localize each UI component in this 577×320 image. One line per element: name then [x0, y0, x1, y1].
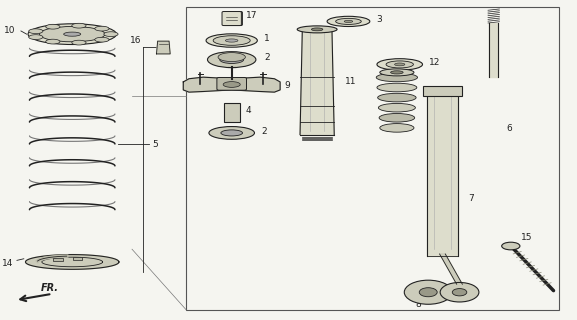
Text: 3: 3: [376, 15, 381, 24]
Text: 5: 5: [152, 140, 158, 148]
Ellipse shape: [379, 103, 415, 112]
Ellipse shape: [39, 27, 105, 42]
Ellipse shape: [209, 126, 254, 139]
Bar: [186, 7, 559, 310]
Ellipse shape: [404, 280, 452, 304]
Ellipse shape: [327, 16, 370, 27]
Ellipse shape: [377, 83, 417, 92]
Ellipse shape: [95, 37, 109, 42]
Text: 12: 12: [429, 58, 441, 67]
Ellipse shape: [208, 52, 256, 68]
Ellipse shape: [28, 24, 117, 44]
FancyBboxPatch shape: [223, 12, 242, 26]
Ellipse shape: [213, 36, 250, 45]
Ellipse shape: [220, 56, 243, 63]
Ellipse shape: [72, 23, 86, 28]
Ellipse shape: [218, 52, 245, 61]
Ellipse shape: [452, 289, 467, 296]
Ellipse shape: [297, 26, 337, 33]
Text: 10: 10: [3, 26, 15, 35]
Ellipse shape: [46, 24, 60, 29]
Text: 16: 16: [130, 36, 142, 45]
Ellipse shape: [377, 59, 422, 70]
Ellipse shape: [380, 124, 414, 132]
Bar: [54, 258, 62, 261]
Polygon shape: [25, 255, 119, 269]
Text: 6: 6: [506, 124, 512, 132]
Text: 2: 2: [264, 52, 270, 61]
Bar: [73, 257, 83, 260]
Text: 4: 4: [246, 106, 252, 115]
Polygon shape: [489, 23, 499, 77]
Ellipse shape: [312, 28, 323, 31]
Polygon shape: [440, 254, 462, 284]
Ellipse shape: [226, 39, 238, 42]
Text: 1: 1: [264, 35, 270, 44]
Ellipse shape: [95, 26, 109, 31]
Ellipse shape: [380, 69, 414, 76]
Polygon shape: [300, 29, 334, 134]
FancyBboxPatch shape: [217, 77, 246, 90]
Ellipse shape: [376, 73, 418, 82]
Ellipse shape: [29, 29, 43, 34]
Ellipse shape: [378, 93, 416, 102]
Ellipse shape: [419, 288, 437, 297]
Ellipse shape: [501, 242, 520, 250]
Text: 8: 8: [415, 300, 421, 309]
FancyBboxPatch shape: [224, 103, 239, 123]
Text: 13: 13: [428, 98, 440, 107]
Text: 17: 17: [246, 11, 257, 20]
Ellipse shape: [344, 20, 353, 22]
Ellipse shape: [221, 130, 242, 136]
Ellipse shape: [395, 63, 405, 66]
Ellipse shape: [206, 34, 257, 47]
Ellipse shape: [336, 18, 361, 24]
Text: 15: 15: [521, 233, 533, 242]
FancyBboxPatch shape: [222, 12, 241, 26]
Ellipse shape: [223, 82, 240, 87]
Polygon shape: [183, 77, 280, 92]
Text: FR.: FR.: [41, 283, 59, 293]
Ellipse shape: [29, 35, 43, 39]
Text: 14: 14: [2, 259, 13, 268]
Polygon shape: [427, 90, 458, 256]
FancyBboxPatch shape: [423, 86, 462, 96]
Polygon shape: [156, 41, 170, 54]
Text: 2: 2: [261, 127, 267, 136]
Ellipse shape: [46, 39, 60, 44]
Ellipse shape: [440, 283, 479, 302]
Ellipse shape: [391, 71, 403, 74]
Ellipse shape: [63, 32, 81, 36]
Ellipse shape: [379, 114, 415, 122]
Text: 9: 9: [284, 81, 290, 90]
Ellipse shape: [72, 40, 86, 45]
Text: 11: 11: [344, 77, 356, 86]
Text: 7: 7: [468, 194, 474, 203]
Ellipse shape: [104, 32, 118, 36]
Ellipse shape: [386, 61, 413, 68]
